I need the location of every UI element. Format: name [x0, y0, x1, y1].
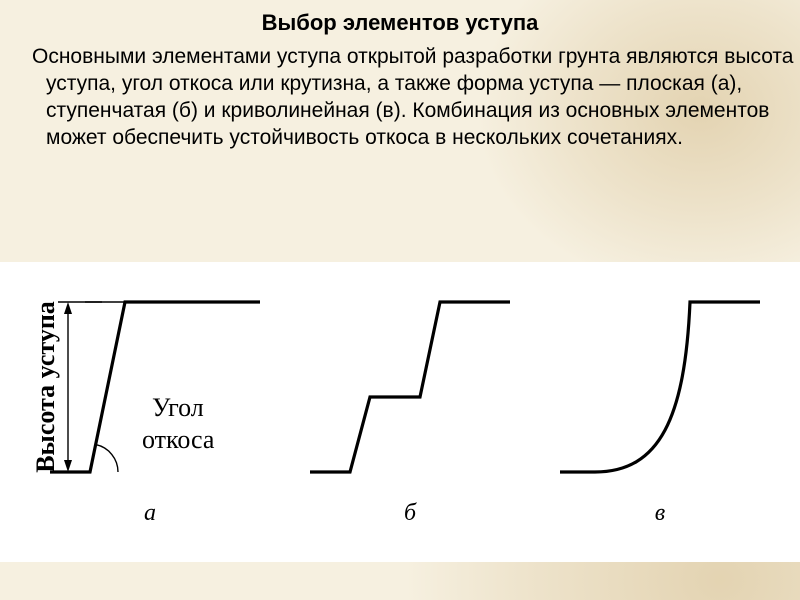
caption-a: а [144, 500, 156, 526]
panel-b: б [310, 302, 510, 526]
diagram-area: Высота уступа Угол откоса а б в [0, 262, 800, 562]
slide-title: Выбор элементов уступа [0, 10, 800, 36]
caption-b: б [404, 500, 417, 526]
height-label: Высота уступа [31, 301, 60, 473]
angle-label-line2: откоса [142, 425, 215, 454]
caption-c: в [655, 500, 665, 526]
panel-a: Высота уступа Угол откоса а [31, 301, 260, 526]
slide: Выбор элементов уступа Основными элемент… [0, 0, 800, 600]
slide-body-text: Основными элементами уступа открытой раз… [16, 44, 800, 152]
angle-label-line1: Угол [152, 393, 204, 422]
panel-c: в [560, 302, 760, 526]
ledge-diagram: Высота уступа Угол откоса а б в [0, 262, 800, 562]
